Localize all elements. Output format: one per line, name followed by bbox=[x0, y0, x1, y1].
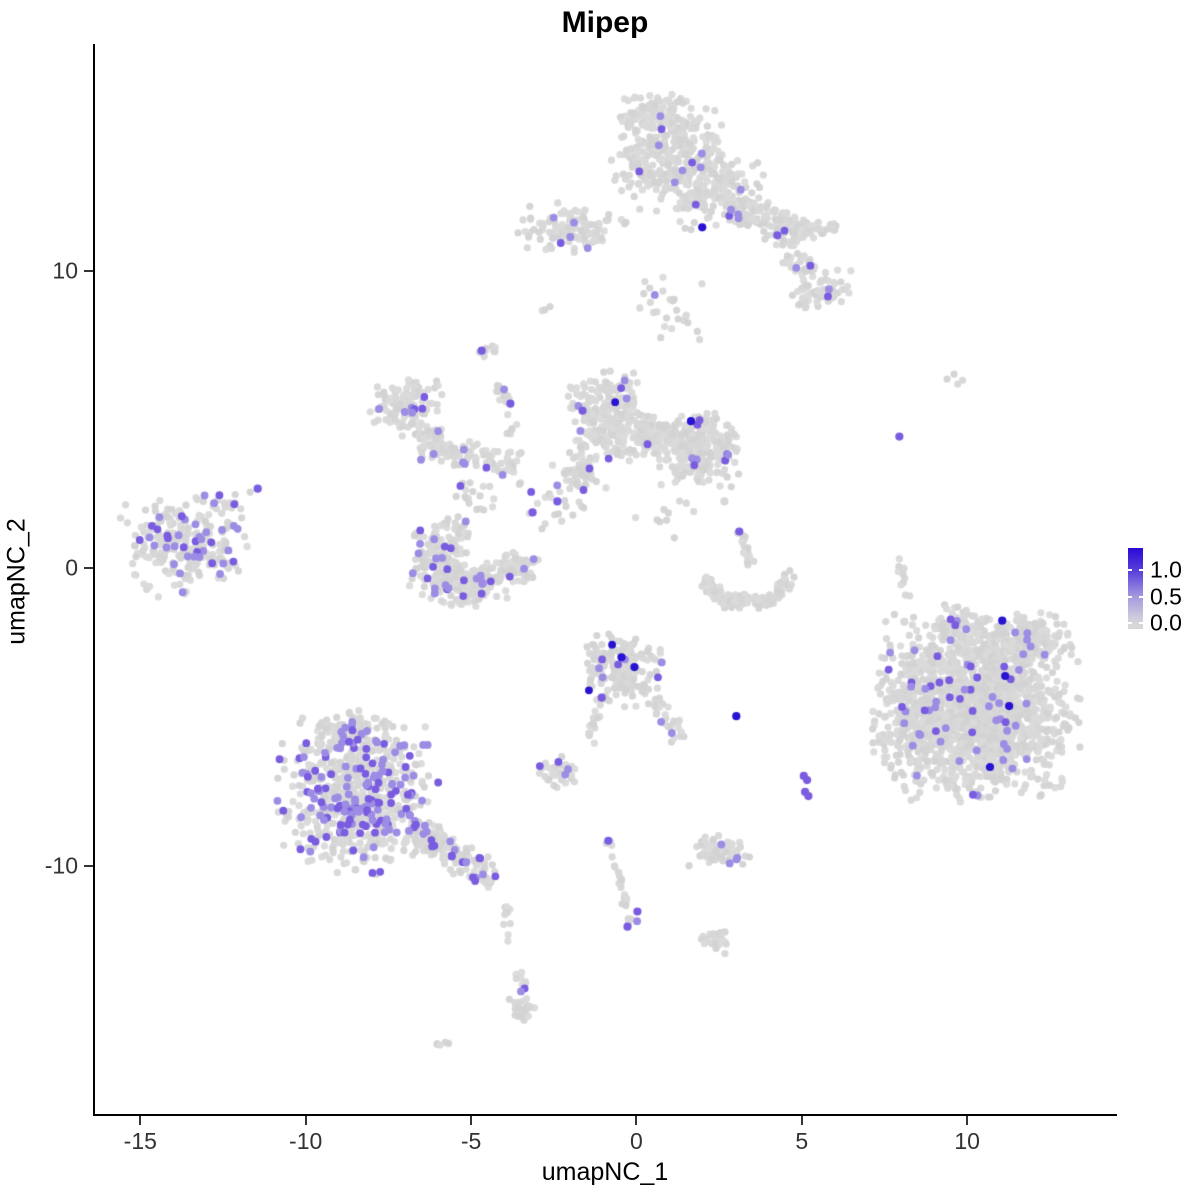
y-tick-mark bbox=[84, 864, 93, 867]
plot-title: Mipep bbox=[561, 6, 649, 39]
colorbar-gradient bbox=[1128, 548, 1143, 629]
colorbar-tick-mark bbox=[1139, 596, 1143, 598]
y-tick-mark bbox=[84, 567, 93, 570]
colorbar-tick-mark bbox=[1139, 622, 1143, 624]
x-tick-label: 5 bbox=[795, 1128, 809, 1154]
x-tick-mark bbox=[304, 1116, 307, 1125]
x-tick-label: -15 bbox=[123, 1128, 157, 1154]
x-tick-mark bbox=[966, 1116, 969, 1125]
colorbar-tick-label: 1.0 bbox=[1150, 556, 1182, 583]
y-axis-title: umapNC_2 bbox=[2, 518, 31, 645]
colorbar-tick-mark bbox=[1139, 569, 1143, 571]
colorbar-tick-label: 0.5 bbox=[1150, 583, 1182, 610]
x-tick-mark bbox=[470, 1116, 473, 1125]
y-tick-label: 0 bbox=[65, 554, 78, 581]
colorbar-tick-label: 0.0 bbox=[1150, 609, 1182, 636]
x-tick-label: 0 bbox=[630, 1128, 643, 1154]
expression-legend: 1.0 0.5 0.0 bbox=[1122, 540, 1200, 640]
y-axis-line bbox=[93, 44, 95, 1116]
colorbar-tick-mark bbox=[1128, 569, 1132, 571]
x-tick-mark bbox=[139, 1116, 142, 1125]
x-tick-label: 10 bbox=[954, 1128, 980, 1154]
x-axis-title: umapNC_1 bbox=[541, 1158, 669, 1186]
colorbar-tick-mark bbox=[1128, 622, 1132, 624]
x-axis-line bbox=[93, 1114, 1117, 1116]
x-tick-label: -5 bbox=[460, 1128, 482, 1154]
x-tick-label: -10 bbox=[289, 1128, 323, 1154]
y-tick-label: -10 bbox=[44, 852, 78, 879]
colorbar-tick-mark bbox=[1128, 596, 1132, 598]
x-tick-mark bbox=[800, 1116, 803, 1125]
x-tick-mark bbox=[635, 1116, 638, 1125]
y-tick-label: 10 bbox=[52, 257, 78, 284]
y-tick-mark bbox=[84, 269, 93, 272]
